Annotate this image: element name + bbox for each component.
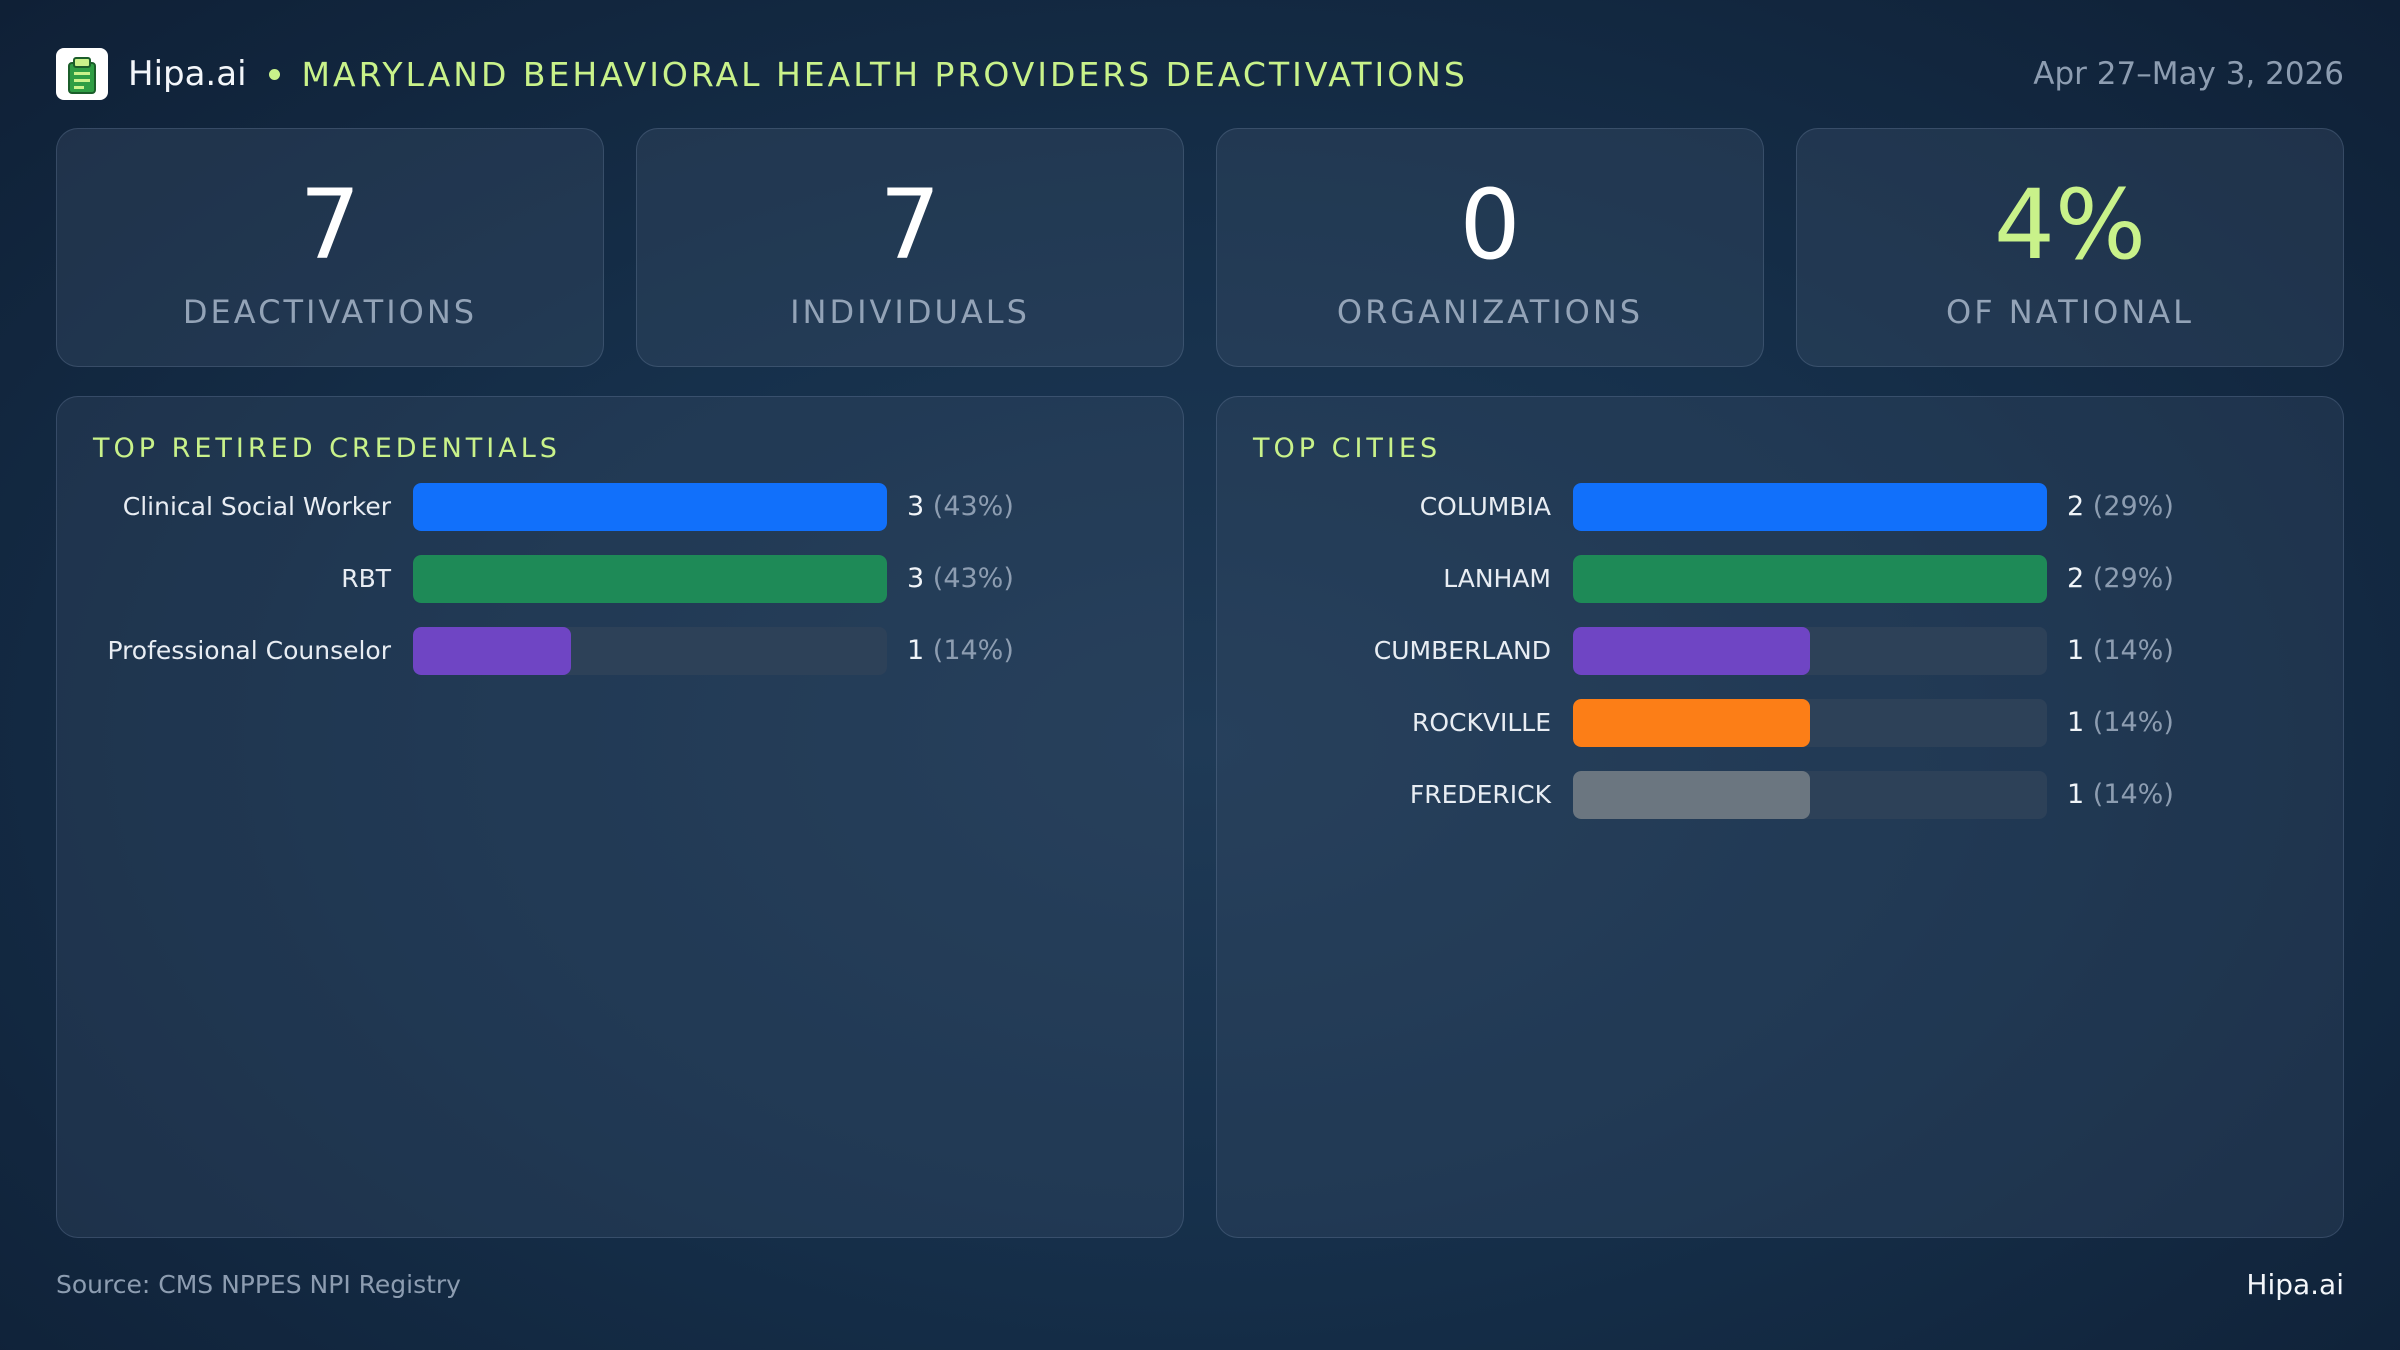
stat-label: INDIVIDUALS <box>790 292 1030 331</box>
bar-track <box>413 555 887 603</box>
bar <box>413 483 887 531</box>
bar <box>1573 483 2047 531</box>
charts-area: TOP RETIRED CREDENTIALS Clinical Social … <box>56 396 2344 1238</box>
bar-value: 1 <box>2067 779 2085 810</box>
stat-value: 7 <box>299 168 361 281</box>
bar <box>1573 771 1810 819</box>
separator-dot <box>268 68 280 80</box>
stat-label: ORGANIZATIONS <box>1336 292 1644 331</box>
bar-label: CUMBERLAND <box>1373 636 1551 665</box>
bar-value-label: 3 (43%) <box>907 483 1014 531</box>
bar-value: 2 <box>2067 563 2085 594</box>
bar-percent: (14%) <box>932 635 1014 666</box>
bar-label: Clinical Social Worker <box>122 492 391 521</box>
bar-value: 3 <box>907 491 925 522</box>
date-range: Apr 27–May 3, 2026 <box>2033 56 2344 92</box>
bar-percent: (43%) <box>932 563 1014 594</box>
bar-row: LANHAM 2 (29%) <box>1217 555 2343 603</box>
bar <box>1573 699 1810 747</box>
bar-value: 1 <box>2067 635 2085 666</box>
bar-track <box>1573 771 2047 819</box>
bar-percent: (29%) <box>2092 563 2174 594</box>
bar-label: RBT <box>341 564 391 593</box>
bar-label: ROCKVILLE <box>1411 708 1551 737</box>
stat-value: 7 <box>879 168 941 281</box>
cities-bar-chart: COLUMBIA 2 (29%) LANHAM 2 (29%) CUMBERLAND 1 … <box>1217 483 2343 843</box>
bar-track <box>1573 555 2047 603</box>
footer-brand: Hipa.ai <box>2246 1268 2344 1301</box>
bar-track <box>413 627 887 675</box>
page-title: MARYLAND BEHAVIORAL HEALTH PROVIDERS DEA… <box>301 54 1468 94</box>
bar-value: 2 <box>2067 491 2085 522</box>
bar-track <box>1573 627 2047 675</box>
chart-title: TOP CITIES <box>1253 433 1442 464</box>
credentials-bar-chart: Clinical Social Worker 3 (43%) RBT 3 (43%) P… <box>57 483 1183 699</box>
bar-value-label: 1 (14%) <box>2067 699 2174 747</box>
bar-track <box>1573 699 2047 747</box>
bar-percent: (29%) <box>2092 491 2174 522</box>
bar <box>1573 627 1810 675</box>
chart-title: TOP RETIRED CREDENTIALS <box>93 433 561 464</box>
bar-value: 3 <box>907 563 925 594</box>
bar-percent: (43%) <box>932 491 1014 522</box>
bar-label: FREDERICK <box>1409 780 1551 809</box>
stat-label: DEACTIVATIONS <box>182 292 478 331</box>
brand-name: Hipa.ai <box>128 54 247 94</box>
header: Hipa.ai MARYLAND BEHAVIORAL HEALTH PROVI… <box>56 46 2344 102</box>
bar-row: RBT 3 (43%) <box>57 555 1183 603</box>
stat-card-organizations: 0 ORGANIZATIONS <box>1216 128 1764 367</box>
stat-card-individuals: 7 INDIVIDUALS <box>636 128 1184 367</box>
bar-label: Professional Counselor <box>107 636 391 665</box>
stats-row: 7 DEACTIVATIONS 7 INDIVIDUALS 0 ORGANIZA… <box>56 128 2344 367</box>
stat-card-deactivations: 7 DEACTIVATIONS <box>56 128 604 367</box>
clipboard-icon <box>56 48 108 100</box>
stat-value: 4% <box>1993 168 2147 281</box>
bar-value-label: 3 (43%) <box>907 555 1014 603</box>
bar-row: ROCKVILLE 1 (14%) <box>1217 699 2343 747</box>
bar-track <box>1573 483 2047 531</box>
stat-label: OF NATIONAL <box>1946 292 2194 331</box>
bar-row: Clinical Social Worker 3 (43%) <box>57 483 1183 531</box>
bar-value-label: 1 (14%) <box>2067 771 2174 819</box>
bar-value-label: 2 (29%) <box>2067 483 2174 531</box>
bar <box>413 555 887 603</box>
bar-label: COLUMBIA <box>1419 492 1551 521</box>
bar-value-label: 2 (29%) <box>2067 555 2174 603</box>
bar-value: 1 <box>907 635 925 666</box>
bar <box>413 627 571 675</box>
stat-card-national: 4% OF NATIONAL <box>1796 128 2344 367</box>
bar-value-label: 1 (14%) <box>907 627 1014 675</box>
bar <box>1573 555 2047 603</box>
bar-percent: (14%) <box>2092 779 2174 810</box>
bar-row: COLUMBIA 2 (29%) <box>1217 483 2343 531</box>
bar-label: LANHAM <box>1443 564 1551 593</box>
bar-value-label: 1 (14%) <box>2067 627 2174 675</box>
bar-row: FREDERICK 1 (14%) <box>1217 771 2343 819</box>
bar-row: CUMBERLAND 1 (14%) <box>1217 627 2343 675</box>
credentials-panel: TOP RETIRED CREDENTIALS Clinical Social … <box>56 396 1184 1238</box>
bar-percent: (14%) <box>2092 707 2174 738</box>
cities-panel: TOP CITIES COLUMBIA 2 (29%) LANHAM 2 (29%) C… <box>1216 396 2344 1238</box>
source-note: Source: CMS NPPES NPI Registry <box>56 1270 461 1299</box>
bar-value: 1 <box>2067 707 2085 738</box>
bar-track <box>413 483 887 531</box>
bar-row: Professional Counselor 1 (14%) <box>57 627 1183 675</box>
stat-value: 0 <box>1459 168 1521 281</box>
bar-percent: (14%) <box>2092 635 2174 666</box>
